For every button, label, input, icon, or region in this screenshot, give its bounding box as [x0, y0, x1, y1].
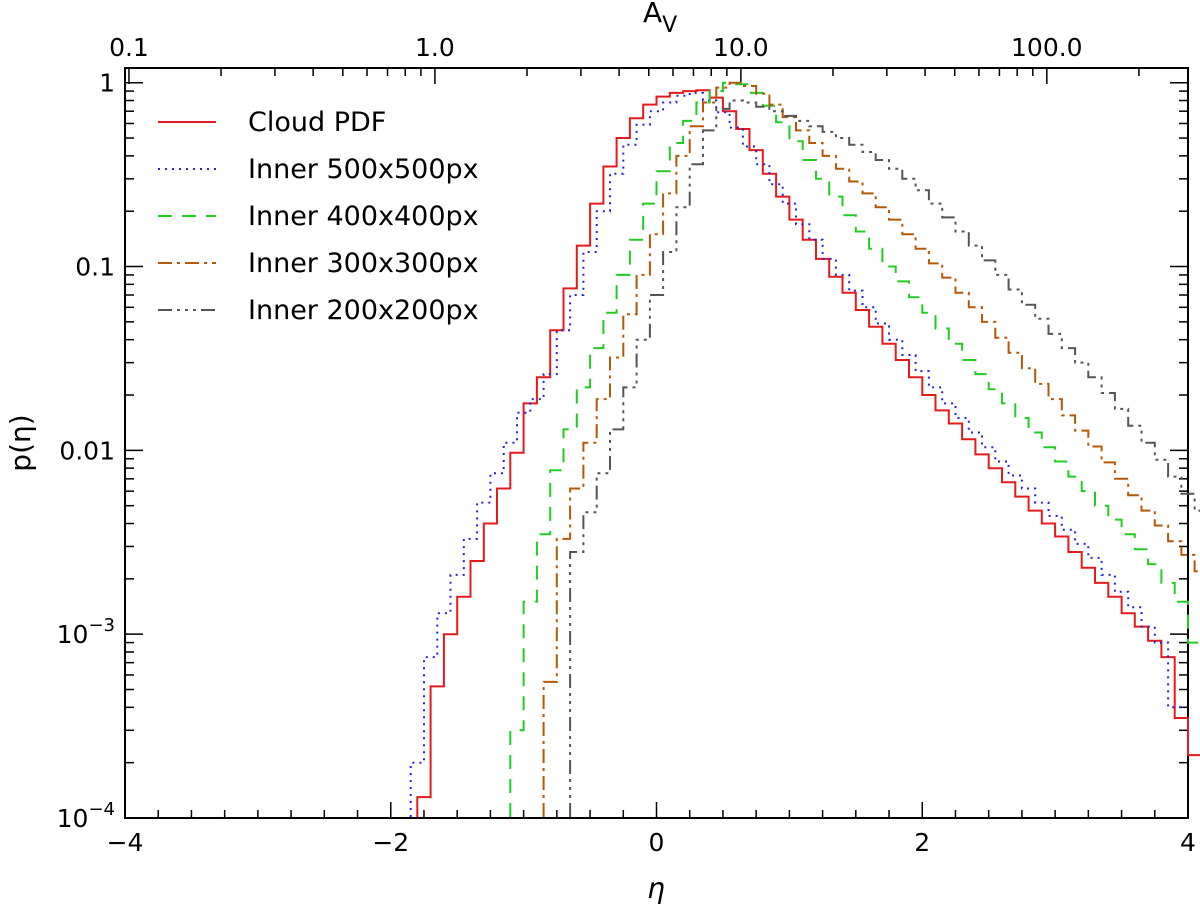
legend-label: Inner 500x500px: [248, 154, 479, 185]
series-line-4: [542, 81, 1200, 817]
x-axis-title: η: [647, 872, 665, 905]
x-tick-label: 2: [914, 828, 930, 857]
y-tick-label: 0.01: [59, 436, 115, 465]
series-layer: [409, 81, 1200, 817]
y-tick-label: 0.1: [75, 253, 115, 282]
top-tick-label: 10.0: [713, 33, 769, 62]
x-tick-label: 4: [1180, 828, 1196, 857]
y-tick-label: 10−3: [57, 615, 115, 649]
top-tick-label: 100.0: [1011, 33, 1083, 62]
y-tick-label: 1: [99, 69, 115, 98]
y-tick-label: 10−4: [57, 799, 115, 833]
top-axis-title-main: A: [643, 0, 662, 29]
y-axis-title: p(η): [4, 414, 37, 471]
axis-ticks: [124, 68, 1189, 819]
legend-label: Inner 400x400px: [248, 201, 479, 232]
series-line-1: [416, 89, 1200, 817]
legend: Cloud PDF Inner 500x500px Inner 400x400px I…: [158, 107, 479, 326]
legend-label: Inner 200x200px: [248, 295, 479, 326]
x-tick-label: −2: [372, 828, 409, 857]
legend-label: Cloud PDF: [248, 107, 386, 138]
top-tick-label: 1.0: [415, 33, 455, 62]
x-tick-label: 0: [649, 828, 665, 857]
top-axis-title: AV: [643, 0, 677, 38]
series-line-2: [409, 91, 1182, 817]
tick-labels: −4 −2 0 2 4 1 0.1 0.01 10−3 10−4 0.1 1.0 10.0 100.0: [57, 33, 1196, 857]
legend-label: Inner 300x300px: [248, 248, 479, 279]
series-line-3: [509, 81, 1200, 817]
x-tick-label: −4: [107, 828, 144, 857]
top-tick-label: 0.1: [109, 33, 149, 62]
top-axis-title-sub: V: [662, 13, 677, 38]
